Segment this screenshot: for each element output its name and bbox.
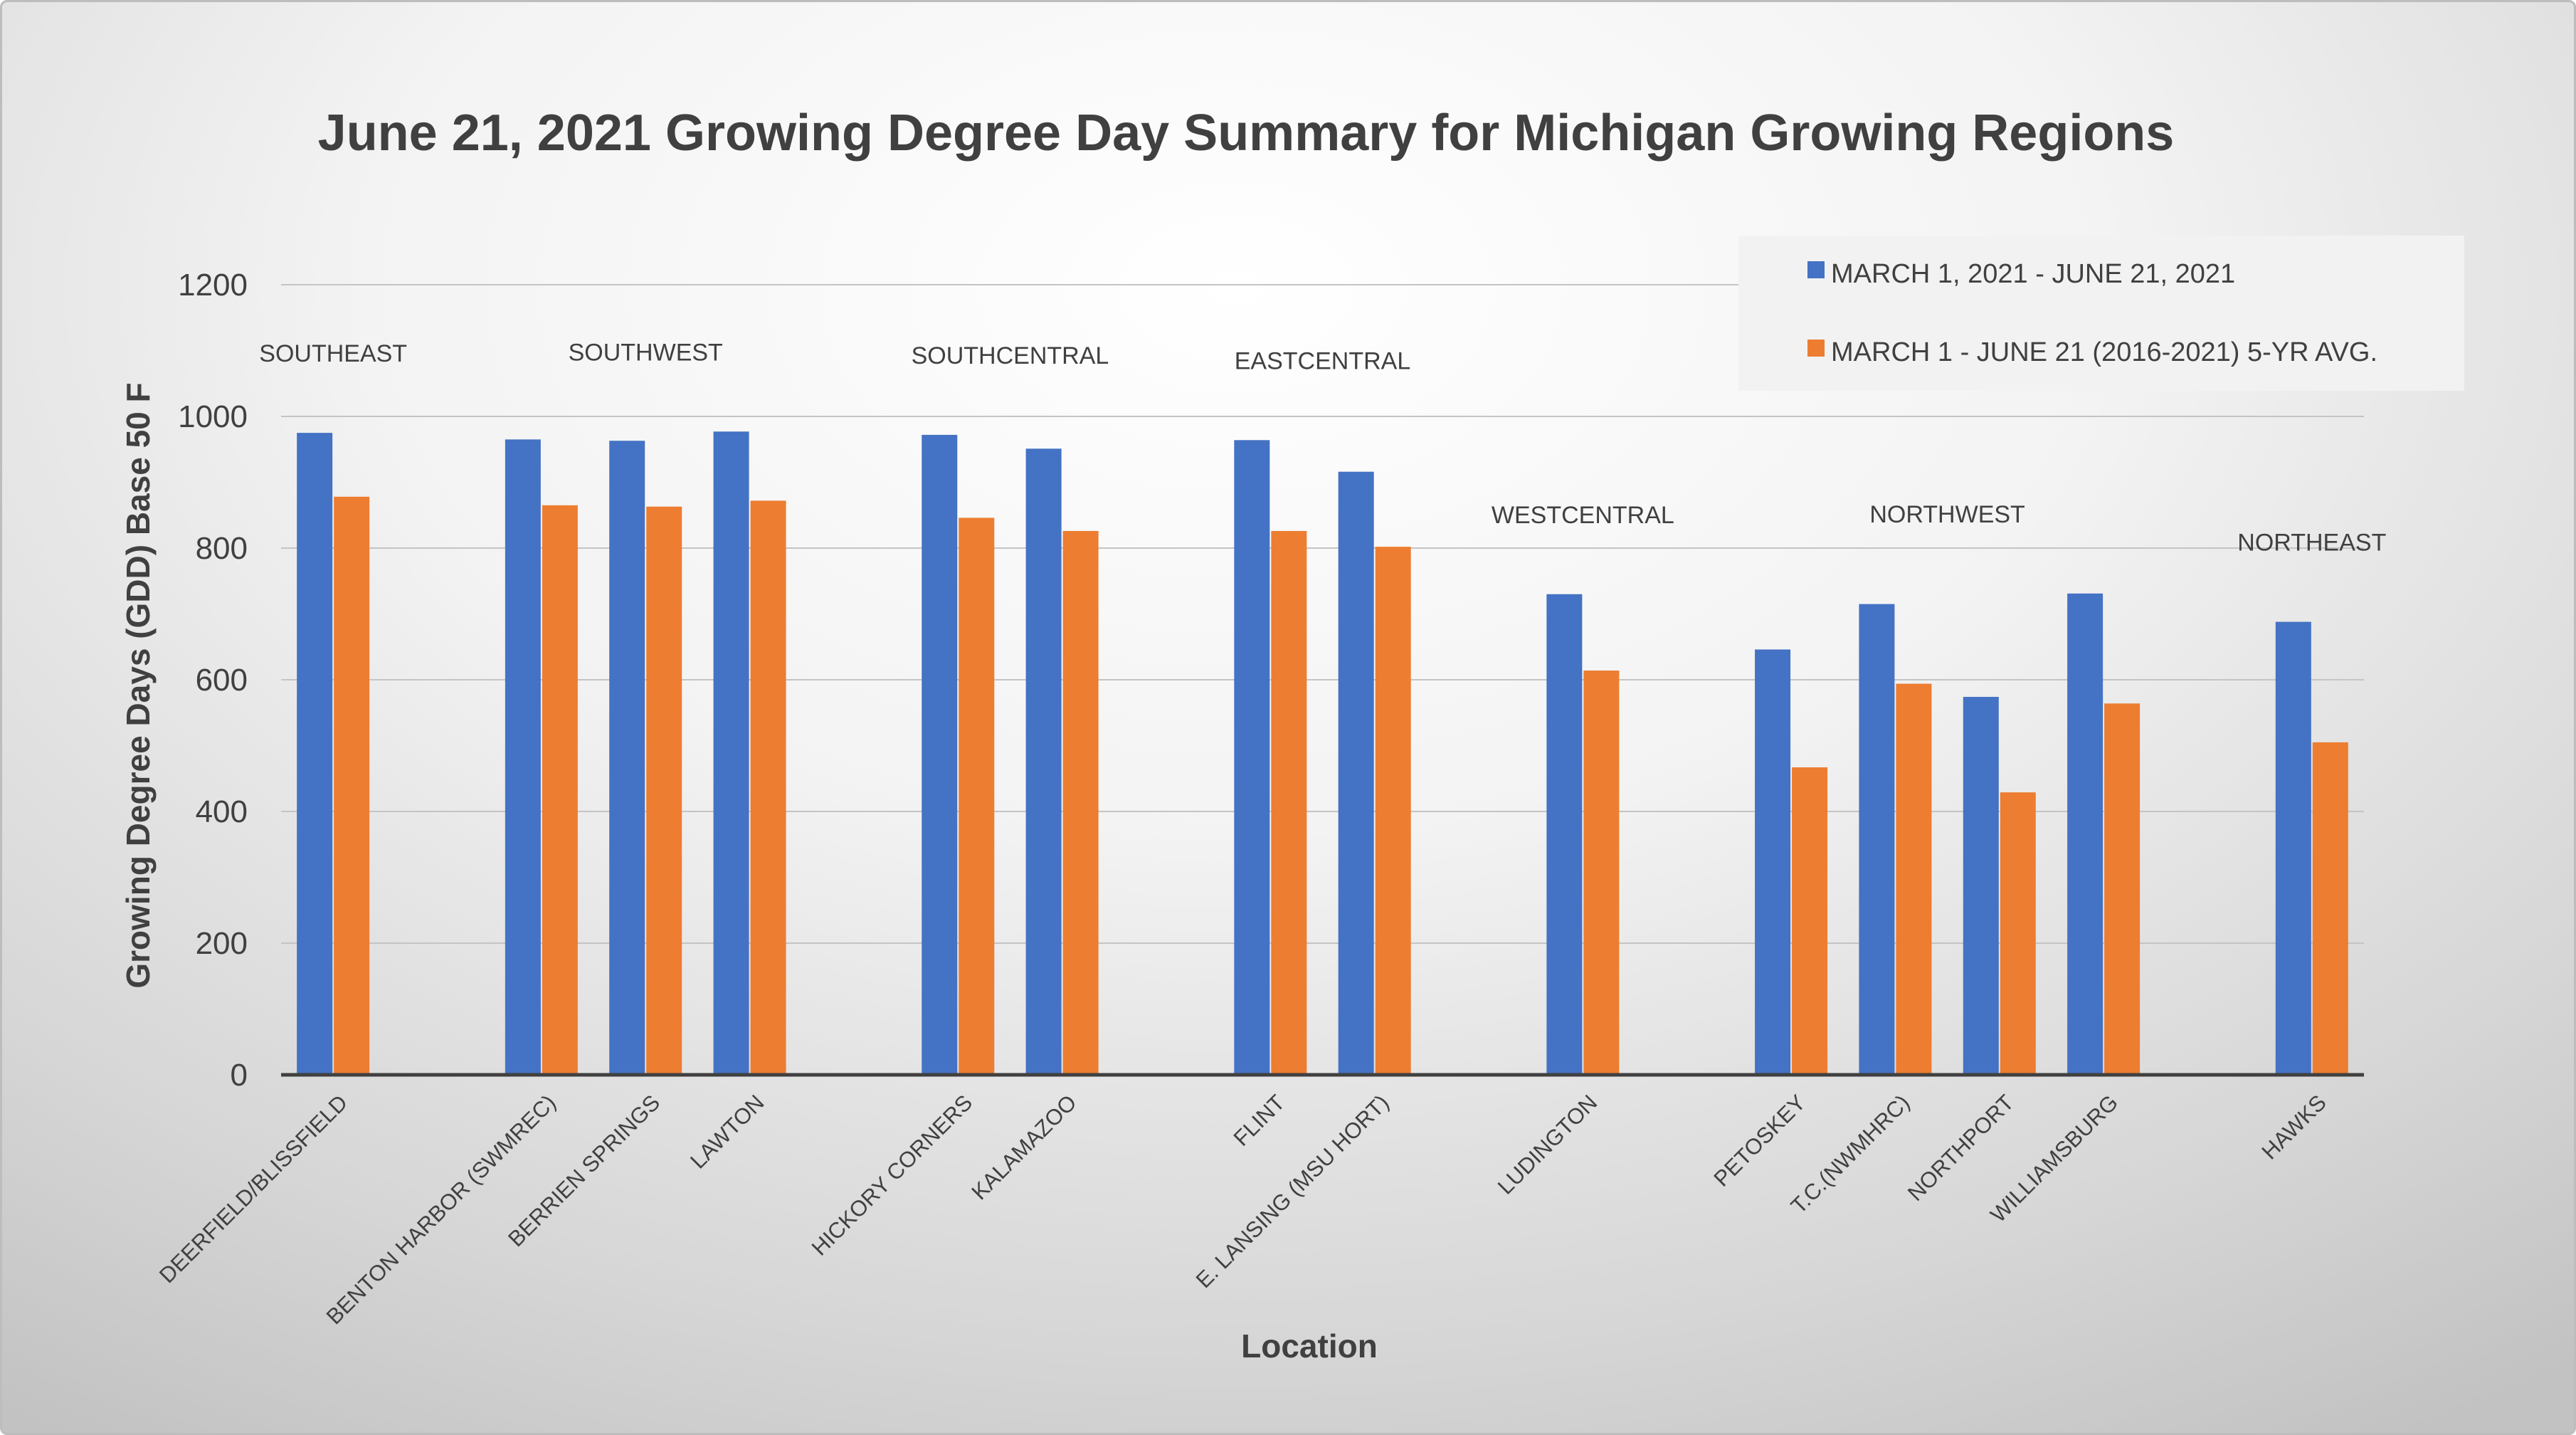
bar-northport-series-2 <box>2000 792 2036 1075</box>
x-tick-label: FLINT <box>1229 1090 1290 1151</box>
bar-petoskey-series-1 <box>1755 649 1791 1075</box>
x-tick-label: BENTON HARBOR (SWMREC) <box>322 1090 561 1329</box>
y-tick-label: 1000 <box>178 399 248 434</box>
bar-benton-harbor-swmrec-series-1 <box>505 439 541 1075</box>
bar-deerfield-blissfield-series-1 <box>297 433 333 1075</box>
bar-hickory-corners-series-2 <box>959 517 995 1075</box>
y-axis-title: Growing Degree Days (GDD) Base 50 F <box>120 382 157 988</box>
legend-background <box>1738 236 2464 391</box>
bar-t-c-nwmhrc-series-1 <box>1859 604 1895 1075</box>
bar-lawton-series-1 <box>713 431 749 1075</box>
region-label-westcentral: WESTCENTRAL <box>1492 502 1674 529</box>
bar-e-lansing-msu-hort-series-2 <box>1375 547 1411 1075</box>
x-tick-label: LAWTON <box>685 1090 769 1173</box>
bar-kalamazoo-series-1 <box>1025 448 1062 1075</box>
legend-label-series-2: MARCH 1 - JUNE 21 (2016-2021) 5-YR AVG. <box>1831 337 2377 367</box>
x-tick-label: PETOSKEY <box>1709 1090 1810 1192</box>
bar-williamsburg-series-2 <box>2104 703 2140 1075</box>
y-axis-ticks: 0 200 400 600 800 1000 1200 <box>178 268 248 1093</box>
y-tick-label: 200 <box>196 926 248 961</box>
bar-northport-series-1 <box>1963 697 1999 1075</box>
legend-swatch-series-2 <box>1807 340 1825 357</box>
region-label-eastcentral: EASTCENTRAL <box>1235 347 1411 374</box>
x-tick-label: HAWKS <box>2256 1090 2330 1164</box>
x-axis-title: Location <box>1241 1328 1378 1365</box>
bar-berrien-springs-series-1 <box>609 441 645 1075</box>
y-tick-label: 600 <box>196 663 248 698</box>
y-tick-label: 1200 <box>178 268 248 303</box>
x-tick-label: E. LANSING (MSU HORT) <box>1191 1090 1394 1293</box>
bar-hawks-series-2 <box>2312 742 2348 1075</box>
region-label-southcentral: SOUTHCENTRAL <box>912 342 1109 369</box>
y-tick-label: 800 <box>196 531 248 566</box>
chart-title: June 21, 2021 Growing Degree Day Summary… <box>318 105 2175 162</box>
bars <box>297 431 2348 1075</box>
bar-flint-series-1 <box>1234 440 1270 1075</box>
bar-hickory-corners-series-1 <box>922 434 958 1075</box>
x-tick-label: HICKORY CORNERS <box>807 1090 978 1261</box>
region-labels: SOUTHEAST SOUTHWEST SOUTHCENTRAL EASTCENTRA… <box>259 339 2386 556</box>
region-label-southwest: SOUTHWEST <box>569 339 723 366</box>
bar-lawton-series-2 <box>750 500 786 1075</box>
bar-e-lansing-msu-hort-series-1 <box>1338 471 1374 1075</box>
y-tick-label: 0 <box>231 1058 248 1093</box>
bar-petoskey-series-2 <box>1792 767 1828 1075</box>
region-label-northwest: NORTHWEST <box>1869 501 2025 528</box>
region-label-northeast: NORTHEAST <box>2237 530 2386 557</box>
y-tick-label: 400 <box>196 794 248 829</box>
bar-deerfield-blissfield-series-2 <box>334 496 370 1075</box>
x-tick-label: LUDINGTON <box>1493 1090 1602 1199</box>
x-tick-label: NORTHPORT <box>1903 1090 2019 1206</box>
legend-swatch-series-1 <box>1807 261 1825 278</box>
bar-berrien-springs-series-2 <box>646 506 682 1075</box>
bar-kalamazoo-series-2 <box>1062 530 1099 1075</box>
bar-benton-harbor-swmrec-series-2 <box>542 505 578 1075</box>
bar-flint-series-2 <box>1271 530 1307 1075</box>
bar-t-c-nwmhrc-series-2 <box>1896 683 1932 1075</box>
bar-ludington-series-1 <box>1546 594 1583 1075</box>
x-tick-label: KALAMAZOO <box>966 1090 1081 1204</box>
legend-label-series-1: MARCH 1, 2021 - JUNE 21, 2021 <box>1831 259 2235 289</box>
bar-ludington-series-2 <box>1583 671 1620 1075</box>
legend: MARCH 1, 2021 - JUNE 21, 2021 MARCH 1 - … <box>1738 236 2464 391</box>
bar-williamsburg-series-1 <box>2067 593 2103 1075</box>
x-tick-label: DEERFIELD/BLISSFIELD <box>154 1090 352 1288</box>
bar-hawks-series-1 <box>2275 621 2311 1075</box>
region-label-southeast: SOUTHEAST <box>259 340 407 367</box>
